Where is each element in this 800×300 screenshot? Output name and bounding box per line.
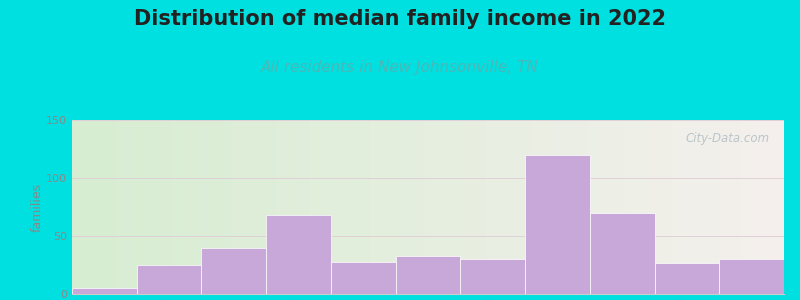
Bar bbox=[137, 265, 202, 294]
Bar bbox=[331, 262, 396, 294]
Text: All residents in New Johnsonville, TN: All residents in New Johnsonville, TN bbox=[261, 60, 539, 75]
Bar bbox=[590, 213, 654, 294]
Bar bbox=[266, 215, 331, 294]
Bar bbox=[460, 259, 525, 294]
Bar bbox=[72, 288, 137, 294]
Bar bbox=[719, 259, 784, 294]
Text: Distribution of median family income in 2022: Distribution of median family income in … bbox=[134, 9, 666, 29]
Text: City-Data.com: City-Data.com bbox=[686, 132, 770, 145]
Y-axis label: families: families bbox=[30, 182, 43, 232]
Bar bbox=[654, 263, 719, 294]
Bar bbox=[396, 256, 460, 294]
Bar bbox=[202, 248, 266, 294]
Bar bbox=[525, 155, 590, 294]
